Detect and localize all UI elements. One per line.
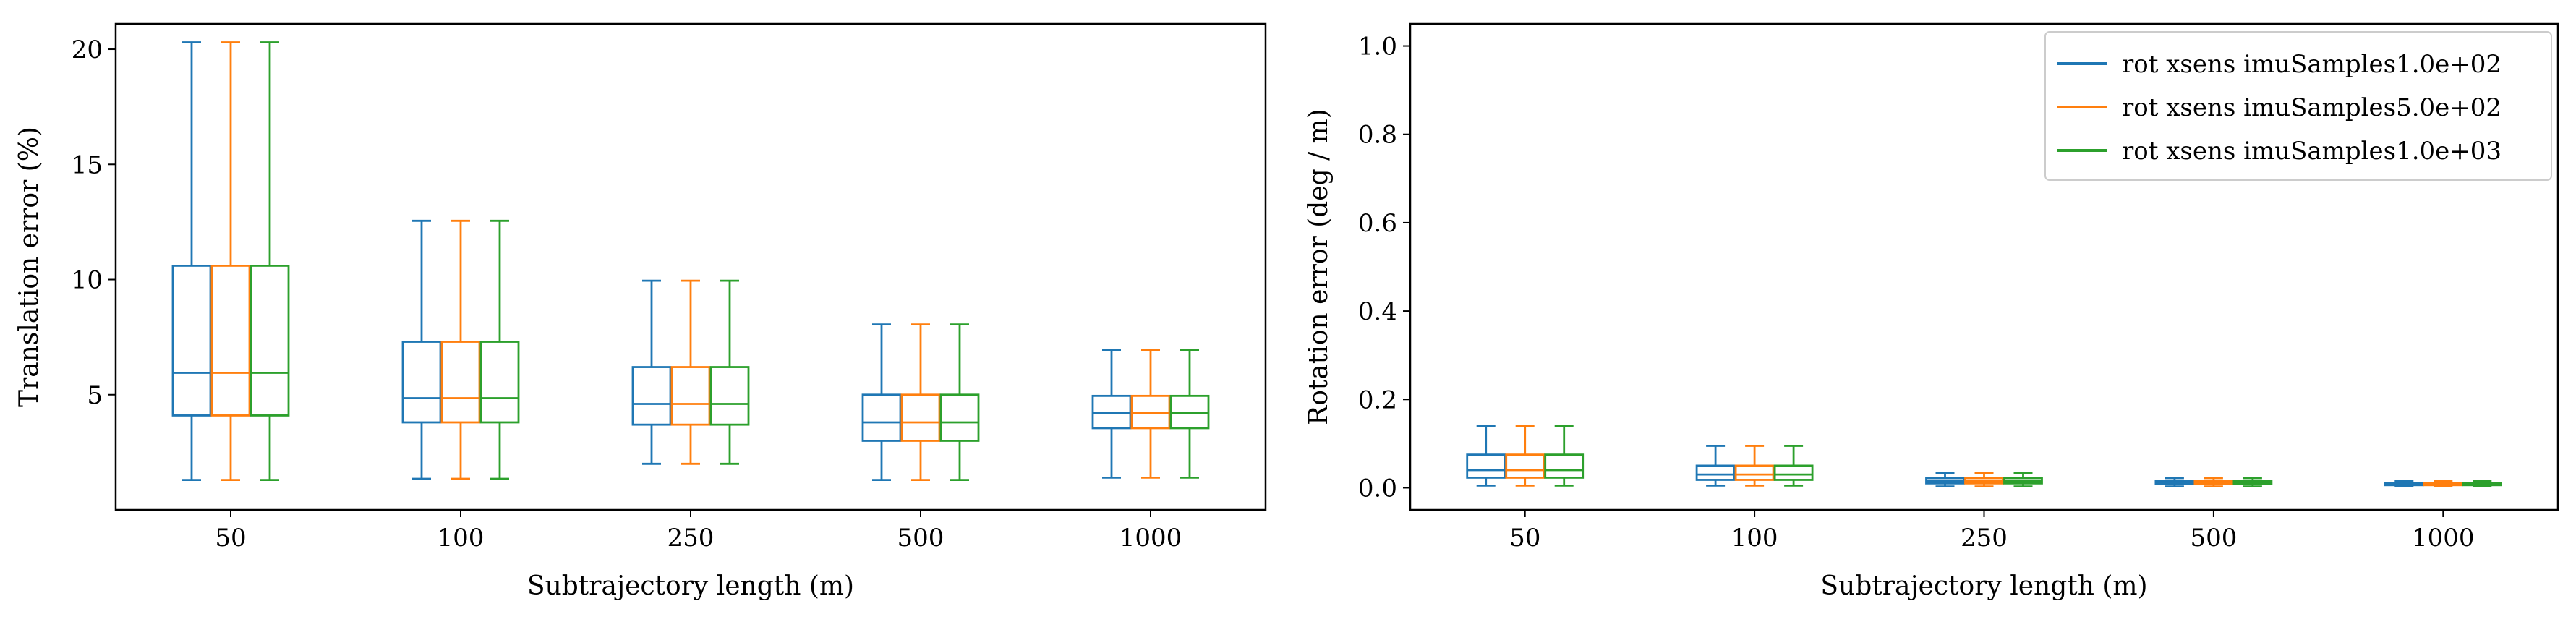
y-tick-label: 1.0: [1358, 33, 1397, 61]
box-1000-series-1: [1091, 349, 1132, 479]
box-500-series-2: [900, 323, 941, 481]
y-tick-label: 0.4: [1358, 297, 1397, 326]
box-100-series-2: [1734, 445, 1775, 487]
x-tick-label: 50: [1509, 524, 1540, 553]
box-500-series-2: [2193, 477, 2234, 488]
y-tick-label: 20: [72, 35, 103, 64]
rotation-x-ticks: 50 100 250 500 1000: [1509, 510, 2475, 553]
legend-label: rot xsens imuSamples1.0e+03: [2122, 137, 2502, 166]
translation-plot-frame: [114, 22, 1267, 511]
x-tick-label: 100: [1731, 524, 1778, 553]
box-100-series-3: [1773, 445, 1814, 487]
translation-y-ticks: 5 10 15 20: [72, 35, 116, 410]
translation-x-ticks: 50 100 250 500 1000: [215, 510, 1182, 553]
box-250-series-3: [2003, 472, 2043, 488]
y-tick-label: 15: [72, 150, 103, 179]
box-50-series-1: [171, 41, 212, 481]
translation-x-axis-label: Subtrajectory length (m): [527, 571, 854, 601]
y-tick-label: 0.8: [1358, 121, 1397, 150]
x-tick-label: 50: [215, 524, 246, 553]
box-50-series-2: [1505, 425, 1545, 487]
rotation-plot-frame: [1409, 22, 2559, 511]
box-1000-series-3: [1169, 349, 1210, 479]
y-tick-label: 0.6: [1358, 209, 1397, 238]
rotation-y-ticks: 0.0 0.2 0.4 0.6 0.8 1.0: [1358, 33, 1410, 503]
box-500-series-1: [2154, 477, 2195, 488]
x-tick-label: 500: [897, 524, 944, 553]
x-tick-label: 250: [1961, 524, 2008, 553]
box-100-series-1: [1695, 445, 1736, 487]
box-250-series-2: [670, 279, 711, 465]
legend-label: rot xsens imuSamples5.0e+02: [2122, 93, 2502, 122]
box-100-series-3: [479, 219, 520, 480]
box-250-series-1: [1925, 472, 1965, 488]
translation-y-axis-label: Translation error (%): [14, 127, 44, 407]
box-1000-series-1: [2384, 480, 2424, 488]
y-tick-label: 5: [87, 381, 103, 410]
x-tick-label: 1000: [2412, 524, 2475, 553]
x-tick-label: 250: [668, 524, 715, 553]
box-50-series-3: [250, 41, 290, 481]
box-50-series-3: [1544, 425, 1585, 487]
box-50-series-1: [1466, 425, 1506, 487]
legend-label: rot xsens imuSamples1.0e+02: [2122, 50, 2502, 79]
box-50-series-2: [210, 41, 251, 481]
box-250-series-1: [631, 279, 672, 465]
box-250-series-3: [709, 279, 750, 465]
rotation-error-chart: 0.0 0.2 0.4 0.6 0.8 1.0 50 100 250 500 1000 Subtr…: [1304, 22, 2559, 601]
y-tick-label: 0.0: [1358, 474, 1397, 503]
box-100-series-1: [401, 219, 442, 480]
box-500-series-1: [861, 323, 902, 481]
legend-box: [2044, 31, 2552, 181]
rotation-x-axis-label: Subtrajectory length (m): [1820, 571, 2147, 601]
box-500-series-3: [939, 323, 980, 481]
box-1000-series-2: [1130, 349, 1171, 479]
x-tick-label: 100: [438, 524, 485, 553]
translation-boxes: [171, 41, 1210, 481]
box-1000-series-2: [2423, 480, 2463, 488]
box-100-series-2: [440, 219, 481, 480]
translation-error-chart: 5 10 15 20 50 100 250 500 1000 Subtrajectory le…: [14, 22, 1267, 601]
rotation-y-axis-label: Rotation error (deg / m): [1304, 108, 1334, 425]
y-tick-label: 0.2: [1358, 385, 1397, 414]
y-tick-label: 10: [72, 266, 103, 295]
x-tick-label: 1000: [1119, 524, 1182, 553]
box-1000-series-3: [2462, 480, 2502, 488]
box-250-series-2: [1964, 472, 2004, 488]
legend: rot xsens imuSamples1.0e+02 rot xsens imu…: [2044, 31, 2552, 181]
x-tick-label: 500: [2190, 524, 2237, 553]
box-500-series-3: [2232, 477, 2273, 488]
rotation-boxes: [1466, 425, 2502, 488]
